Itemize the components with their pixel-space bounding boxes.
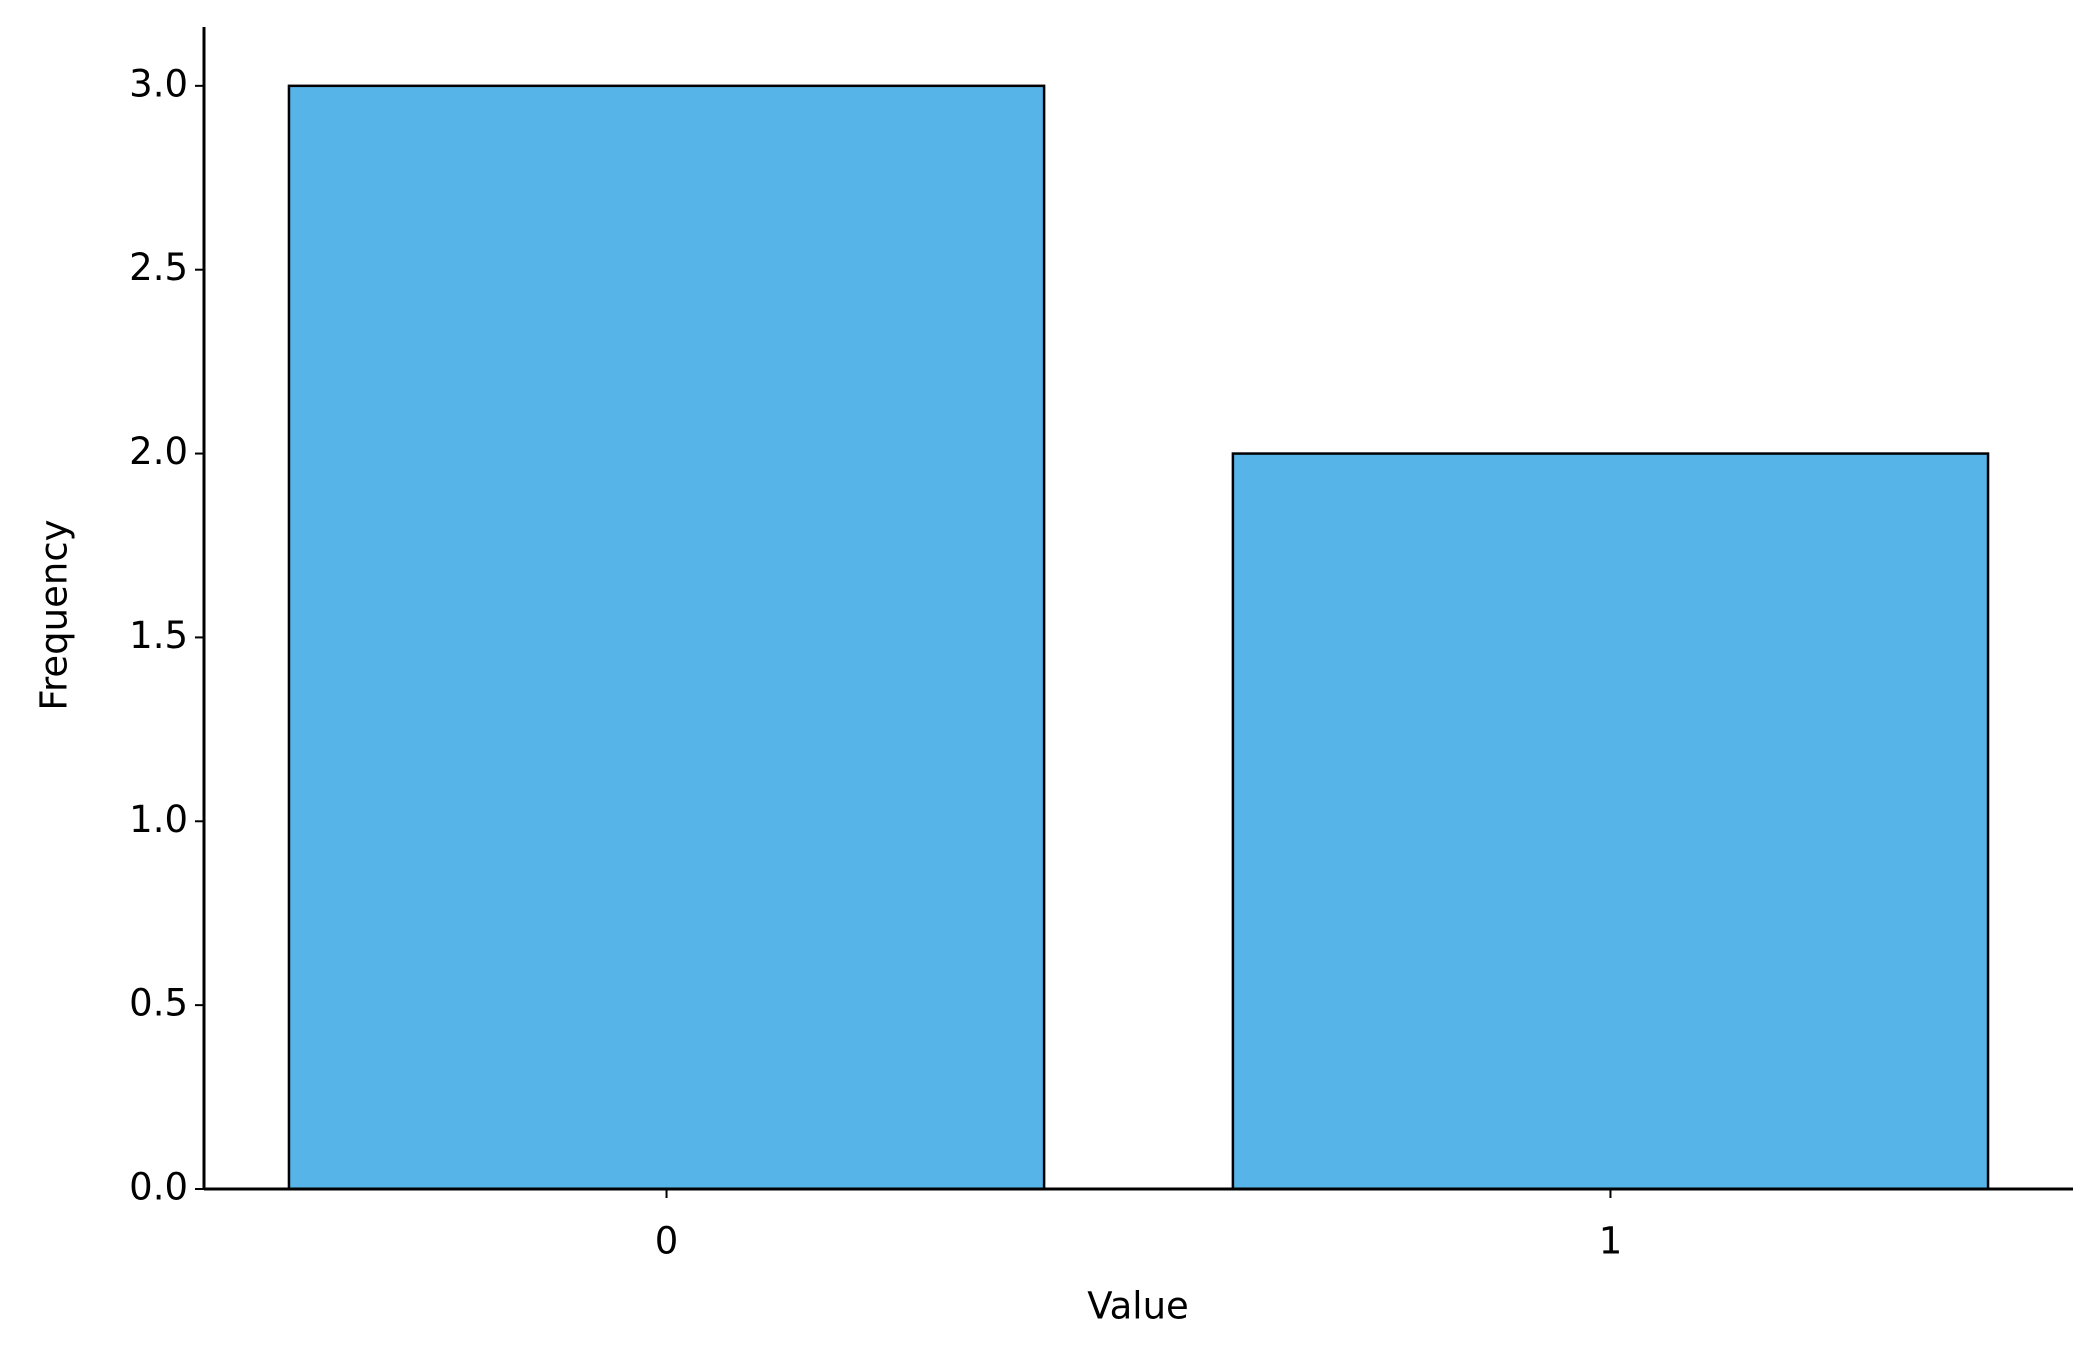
y-tick-label: 0.5 xyxy=(129,982,188,1025)
y-tick-label: 0.0 xyxy=(129,1166,188,1209)
y-axis-label: Frequency xyxy=(33,519,76,710)
y-tick-label: 2.5 xyxy=(129,246,188,289)
y-tick-label: 1.0 xyxy=(129,798,188,841)
x-tick-label: 1 xyxy=(1599,1220,1623,1263)
y-tick-label: 3.0 xyxy=(129,62,188,105)
bar xyxy=(287,84,1046,1191)
y-tick-label: 1.5 xyxy=(129,614,188,657)
x-axis-label: Value xyxy=(1087,1285,1189,1328)
x-tick-label: 0 xyxy=(655,1220,679,1263)
bar xyxy=(1231,452,1990,1191)
y-tick-label: 2.0 xyxy=(129,430,188,473)
